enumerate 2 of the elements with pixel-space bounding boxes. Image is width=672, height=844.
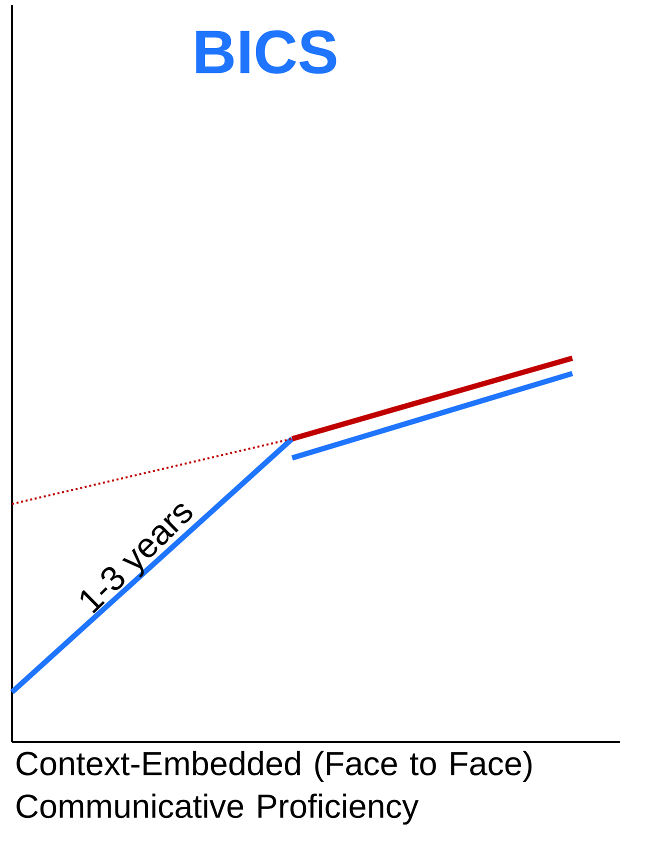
x-axis-title: Context-Embedded (Face to Face) Communicative Proficiency <box>16 750 532 825</box>
chart-title: BICS <box>196 30 336 74</box>
